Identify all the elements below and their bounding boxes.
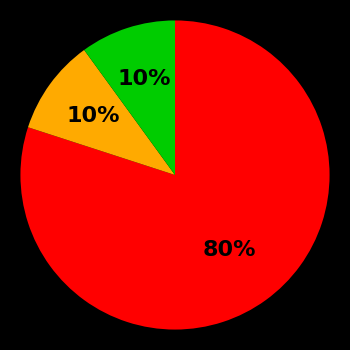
Text: 10%: 10% — [67, 106, 120, 126]
Text: 80%: 80% — [203, 240, 256, 260]
Wedge shape — [20, 20, 330, 330]
Wedge shape — [84, 20, 175, 175]
Wedge shape — [28, 50, 175, 175]
Text: 10%: 10% — [117, 69, 170, 89]
